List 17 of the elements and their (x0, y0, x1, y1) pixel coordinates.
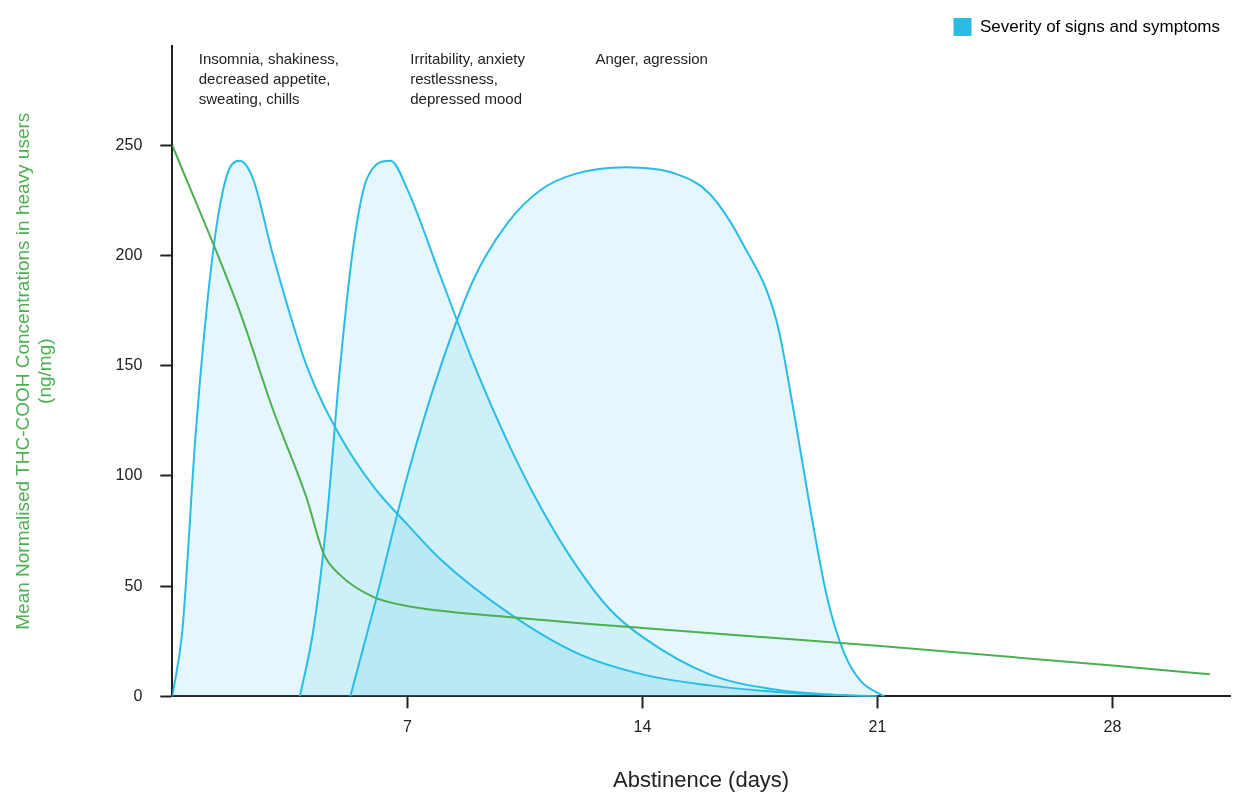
y-tick-label: 50 (124, 576, 143, 594)
annotation: Insomnia, shakiness, decreased appetite, sweating, chills (198, 49, 339, 107)
x-tick-label: 7 (402, 718, 412, 736)
annotation: Anger, agression (595, 49, 708, 67)
y-axis-title: Mean Normalised THC-COOH Concentrations in heavy users (ng/mg) (11, 112, 56, 630)
y-tick-label: 250 (115, 135, 143, 153)
line-series (172, 144, 1211, 676)
x-axis-title: Abstinence (days) (613, 766, 790, 792)
y-tick-label: 0 (133, 686, 143, 704)
x-tick-label: 14 (633, 718, 652, 736)
x-tick-label: 21 (868, 718, 887, 736)
y-tick-label: 200 (115, 245, 143, 263)
y-tick-label: 150 (115, 356, 143, 374)
legend-label: Severity of signs and symptoms (980, 16, 1220, 36)
x-tick-label: 28 (1103, 718, 1122, 736)
y-tick-label: 100 (115, 466, 143, 484)
annotation: Irritability, anxiety restlessness, depressed mood (410, 49, 526, 107)
